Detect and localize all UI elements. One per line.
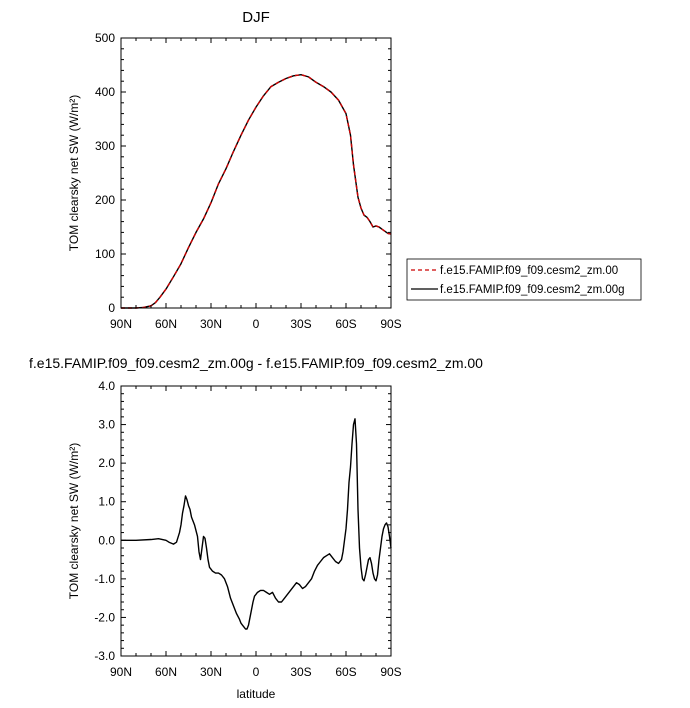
- bottom-x-tick-label: 90S: [380, 665, 401, 679]
- top-plot-frame: [120, 37, 392, 309]
- bottom-y-tick-label: 3.0: [98, 418, 115, 432]
- bottom-y-axis-label: TOM clearsky net SW (W/m²): [67, 443, 81, 599]
- bottom-x-tick-label: 60N: [155, 665, 177, 679]
- legend-box: [406, 258, 642, 301]
- top-axis-ticks: 90N 60N 30N 0 30S 60S 90S 0 100 200 300 400 500: [95, 31, 402, 331]
- bottom-y-tick-label: 1.0: [98, 495, 115, 509]
- top-series-line-0: [121, 74, 392, 309]
- top-x-tick-label: 90N: [110, 317, 132, 331]
- bottom-x-tick-label: 60S: [335, 665, 356, 679]
- top-plot-area: [121, 74, 392, 309]
- bottom-plot-frame: [120, 385, 392, 657]
- bottom-axis-ticks: 90N 60N 30N 0 30S 60S 90S -3.0 -2.0 -1.0 0.0 1.0 2.0…: [94, 379, 401, 679]
- legend-label-00g: f.e15.FAMIP.f09_f09.cesm2_zm.00g: [440, 284, 625, 296]
- bottom-x-tick-label: 30S: [290, 665, 311, 679]
- top-series-line-1: [121, 74, 392, 309]
- bottom-x-axis-label: latitude: [237, 687, 276, 701]
- top-x-tick-label: 0: [253, 317, 260, 331]
- bottom-y-tick-label: 0.0: [98, 533, 115, 547]
- top-x-tick-label: 90S: [380, 317, 401, 331]
- top-y-tick-label: 100: [95, 247, 115, 261]
- bottom-series-line-0: [121, 418, 392, 630]
- top-x-tick-label: 30N: [200, 317, 222, 331]
- top-y-tick-label: 300: [95, 139, 115, 153]
- bottom-y-tick-label: 4.0: [98, 379, 115, 393]
- panel-bottom: f.e15.FAMIP.f09_f09.cesm2_zm.00g - f.e15…: [29, 355, 483, 701]
- top-y-tick-label: 200: [95, 193, 115, 207]
- top-x-tick-label: 60N: [155, 317, 177, 331]
- legend-label-00: f.e15.FAMIP.f09_f09.cesm2_zm.00: [440, 265, 618, 277]
- legend: f.e15.FAMIP.f09_f09.cesm2_zm.00 f.e15.FA…: [406, 258, 642, 301]
- top-y-tick-label: 500: [95, 31, 115, 45]
- top-y-tick-label: 0: [108, 301, 115, 315]
- panel-top: DJF 90N 60N 30N 0 30S 60S 90S0100200300400500 …: [67, 9, 642, 331]
- top-x-tick-label: 30S: [290, 317, 311, 331]
- top-x-tick-label: 60S: [335, 317, 356, 331]
- bottom-plot-area: [121, 418, 392, 630]
- top-y-tick-label: 400: [95, 85, 115, 99]
- bottom-y-tick-label: -2.0: [94, 610, 115, 624]
- bottom-x-tick-label: 90N: [110, 665, 132, 679]
- top-chart-title: DJF: [242, 9, 270, 26]
- bottom-x-tick-label: 30N: [200, 665, 222, 679]
- top-y-axis-label: TOM clearsky net SW (W/m²): [67, 95, 81, 251]
- bottom-chart-title: f.e15.FAMIP.f09_f09.cesm2_zm.00g - f.e15…: [29, 355, 483, 371]
- bottom-y-tick-label: 2.0: [98, 456, 115, 470]
- bottom-x-tick-label: 0: [253, 665, 260, 679]
- bottom-y-tick-label: -1.0: [94, 572, 115, 586]
- bottom-y-tick-label: -3.0: [94, 649, 115, 663]
